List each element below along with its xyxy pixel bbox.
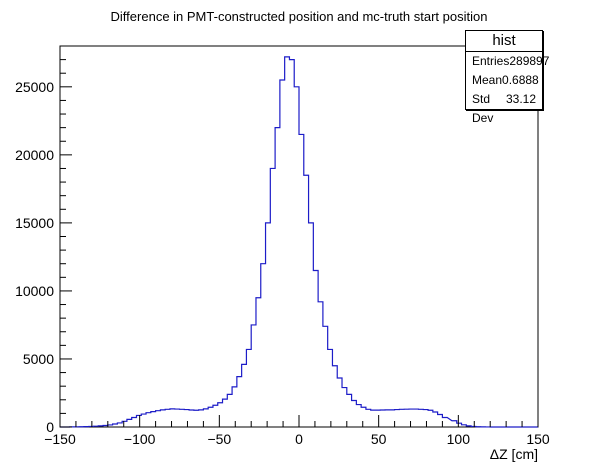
stats-box-name: hist (466, 31, 542, 52)
stats-label: Entries (472, 54, 510, 68)
stats-label: Mean (472, 73, 503, 87)
x-tick-label: −100 (124, 431, 156, 447)
stats-row-stddev: Std Dev 33.12 (466, 90, 542, 125)
x-tick-label: −50 (207, 431, 231, 447)
y-tick-label: 10000 (15, 283, 54, 299)
y-tick-label: 25000 (15, 79, 54, 95)
x-axis-label: ΔZ [cm] (489, 446, 538, 462)
stats-box: hist Entries 289897 Mean 0.6888 Std Dev … (465, 30, 549, 125)
stats-value: 289897 (509, 54, 550, 68)
y-tick-label: 5000 (23, 351, 54, 367)
stats-row-entries: Entries 289897 (466, 52, 549, 71)
stats-row-mean: Mean 0.6888 (466, 71, 542, 90)
y-tick-label: 15000 (15, 215, 54, 231)
x-tick-label: 50 (371, 431, 387, 447)
y-tick-label: 20000 (15, 147, 54, 163)
chart-title: Difference in PMT-constructed position a… (110, 9, 488, 24)
histogram-line (60, 56, 538, 428)
x-tick-label: 150 (526, 431, 550, 447)
stats-label: Std Dev (472, 92, 494, 125)
y-tick-label: 0 (46, 419, 54, 435)
stats-value: 33.12 (505, 92, 536, 106)
x-tick-label: 0 (295, 431, 303, 447)
x-tick-label: 100 (447, 431, 471, 447)
stats-value: 0.6888 (502, 73, 539, 87)
x-tick-label: −150 (44, 431, 76, 447)
